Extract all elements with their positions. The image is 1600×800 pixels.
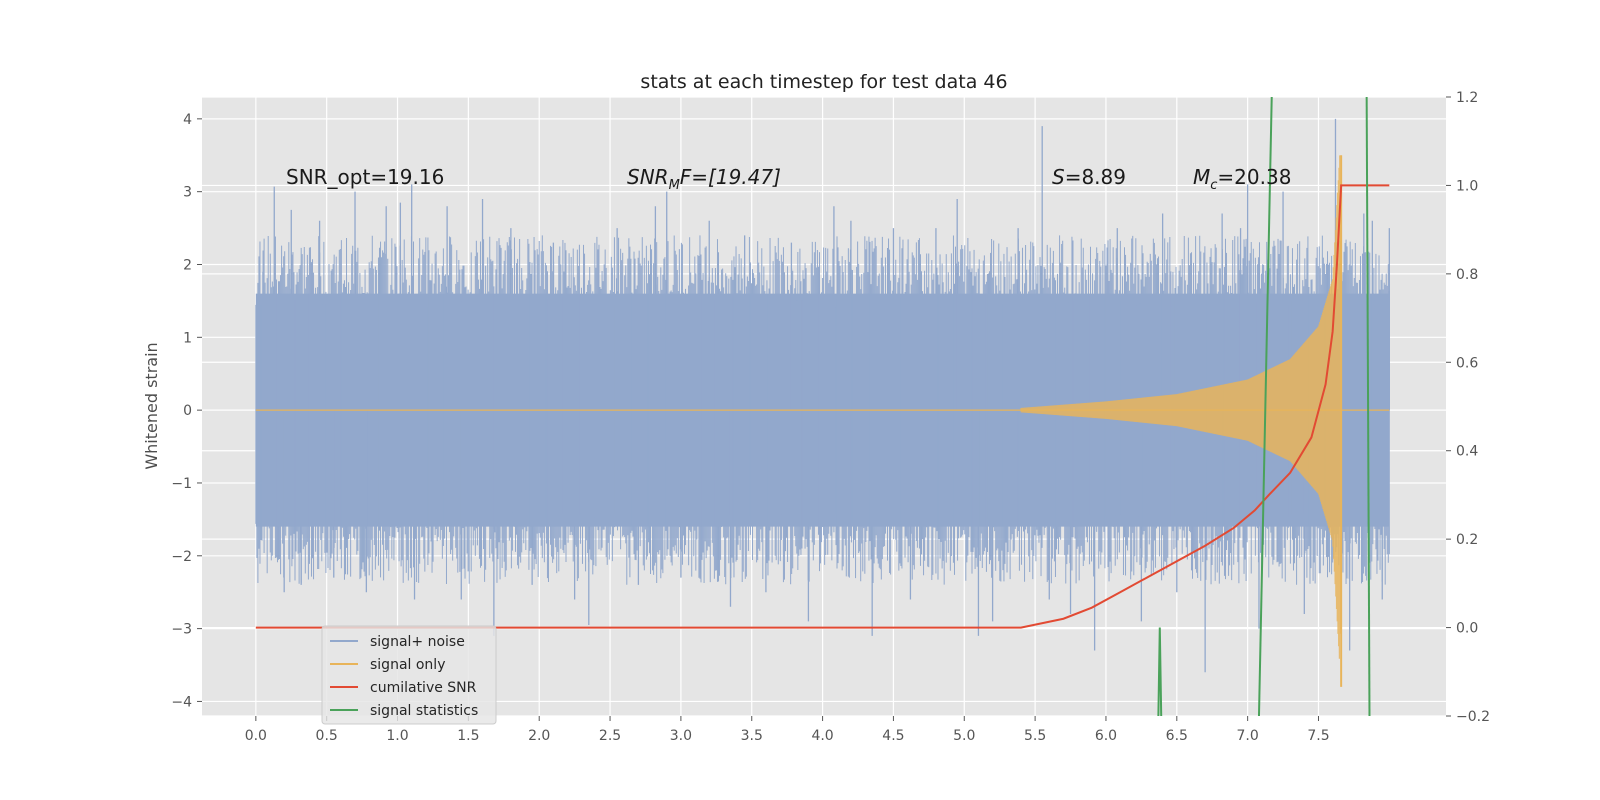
y2-tick-label: 0.2 [1456,532,1478,548]
x-tick-label: 0.5 [316,728,338,744]
signal-statistics-line [1157,627,1163,716]
x-tick-label: 3.5 [741,728,763,744]
y2-tick-label: 0.0 [1456,621,1478,637]
x-tick-label: 2.5 [599,728,621,744]
legend-label: signal statistics [370,703,478,719]
cumulative-snr-series [255,184,1390,629]
y-tick-label: −4 [171,694,192,710]
y-tick-label: −2 [171,549,192,565]
signal-only-series [255,155,1390,687]
x-tick-label: 4.0 [811,728,833,744]
annotation-snr-mf-sub: M [669,178,680,193]
x-tick-label: 3.0 [670,728,692,744]
y2-tick-label: 1.0 [1456,178,1478,194]
legend-label: signal+ noise [370,634,465,650]
signal-only-chirp [1020,155,1342,659]
y2-tick-label: 0.4 [1456,444,1478,460]
x-tick-label: 7.0 [1237,728,1259,744]
legend-label: cumilative SNR [370,680,477,696]
y-tick-label: 1 [183,330,192,346]
annotations: SNR_opt=19.16 SNRMF=[19.47] S=8.89 Mc=20… [286,165,1291,193]
chart-title: stats at each timestep for test data 46 [640,71,1007,93]
legend-label: signal only [370,657,445,673]
signal-statistics-line [1365,97,1371,716]
x-tick-label: 0.0 [245,728,267,744]
annotation-mc-label: M [1193,165,1210,189]
y2-axis-ticks: −0.2 0.0 0.2 0.4 0.6 0.8 1.0 1.2 [1446,90,1490,725]
annotation-s-label: S [1052,165,1065,189]
annotation-snr-mf: SNRMF=[19.47] [627,165,781,193]
annotation-snr-mf-post: F=[19.47] [680,165,781,189]
y-tick-label: 4 [183,112,192,128]
x-tick-label: 6.0 [1095,728,1117,744]
x-tick-label: 5.5 [1024,728,1046,744]
y-axis-ticks: −4 −3 −2 −1 0 1 2 3 4 [171,112,202,710]
annotation-snr-opt: SNR_opt=19.16 [286,165,444,189]
y2-tick-label: 0.8 [1456,267,1478,283]
series-layer [255,97,1390,716]
annotation-s: S=8.89 [1052,165,1126,189]
legend: signal+ noise signal only cumilative SNR si… [321,625,497,725]
y-tick-label: −1 [171,476,192,492]
legend-box [321,625,497,725]
x-tick-label: 2.0 [528,728,550,744]
annotation-mc: Mc=20.38 [1193,165,1291,193]
x-tick-label: 1.0 [386,728,408,744]
y-tick-label: 2 [183,257,192,273]
x-tick-label: 7.5 [1307,728,1329,744]
x-tick-label: 5.0 [953,728,975,744]
y2-tick-label: 0.6 [1456,355,1478,371]
x-tick-label: 6.5 [1166,728,1188,744]
y2-tick-label: −0.2 [1456,709,1490,725]
annotation-s-value: =8.89 [1065,165,1126,189]
signal-statistics-series [1157,97,1371,716]
annotation-mc-value: =20.38 [1217,165,1291,189]
y2-tick-label: 1.2 [1456,90,1478,106]
y-tick-label: 0 [183,403,192,419]
x-axis-ticks: 0.0 0.5 1.0 1.5 2.0 2.5 3.0 3.5 4.0 4.5 5.0 5.5 6.0 6… [245,716,1330,744]
x-tick-label: 1.5 [457,728,479,744]
annotation-mc-sub: c [1210,178,1217,193]
signal-noise-series [255,118,1390,673]
x-tick-label: 4.5 [882,728,904,744]
y-tick-label: −3 [171,622,192,638]
annotation-snr-mf-pre: SNR [627,165,669,189]
signal-statistics-line [1257,97,1273,716]
y-axis-label: Whitened strain [142,342,161,469]
y-tick-label: 3 [183,185,192,201]
